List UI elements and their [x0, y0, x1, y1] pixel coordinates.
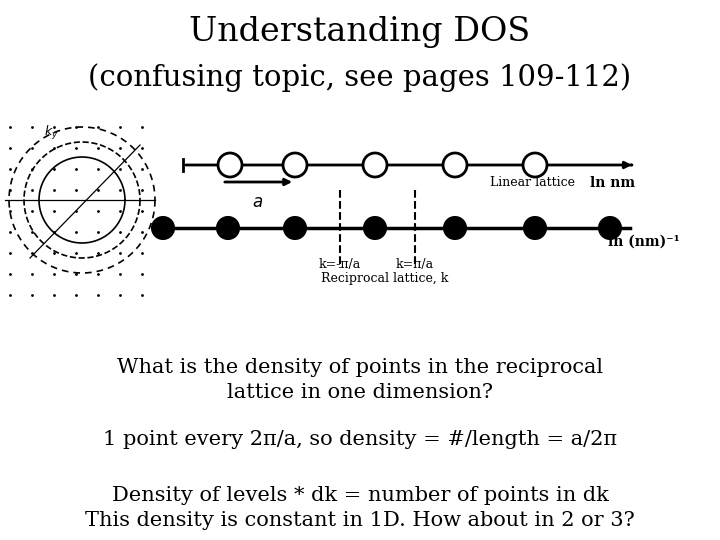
Text: $\mathit{a}$: $\mathit{a}$ [253, 194, 264, 211]
Circle shape [217, 217, 239, 239]
Text: $k_x$: $k_x$ [162, 220, 176, 236]
Text: $k_y$: $k_y$ [44, 124, 58, 142]
Text: 1 point every 2π/a, so density = #/length = a/2π: 1 point every 2π/a, so density = #/lengt… [103, 430, 617, 449]
Circle shape [599, 217, 621, 239]
Text: Linear lattice: Linear lattice [490, 177, 575, 190]
Text: ln (nm)⁻¹: ln (nm)⁻¹ [608, 235, 680, 249]
Text: Reciprocal lattice, k: Reciprocal lattice, k [321, 272, 449, 285]
Text: k=π/a: k=π/a [396, 258, 434, 271]
Circle shape [284, 217, 306, 239]
Circle shape [443, 153, 467, 177]
Circle shape [523, 153, 547, 177]
Circle shape [283, 153, 307, 177]
Text: (confusing topic, see pages 109-112): (confusing topic, see pages 109-112) [89, 64, 631, 92]
Text: What is the density of points in the reciprocal
lattice in one dimension?: What is the density of points in the rec… [117, 358, 603, 402]
Text: Density of levels * dk = number of points in dk
This density is constant in 1D. : Density of levels * dk = number of point… [85, 486, 635, 530]
Text: ln nm: ln nm [590, 176, 635, 190]
Circle shape [218, 153, 242, 177]
Text: Understanding DOS: Understanding DOS [189, 16, 531, 48]
Circle shape [524, 217, 546, 239]
Text: k=-π/a: k=-π/a [319, 258, 361, 271]
Circle shape [444, 217, 466, 239]
Circle shape [152, 217, 174, 239]
Circle shape [364, 217, 386, 239]
Circle shape [363, 153, 387, 177]
